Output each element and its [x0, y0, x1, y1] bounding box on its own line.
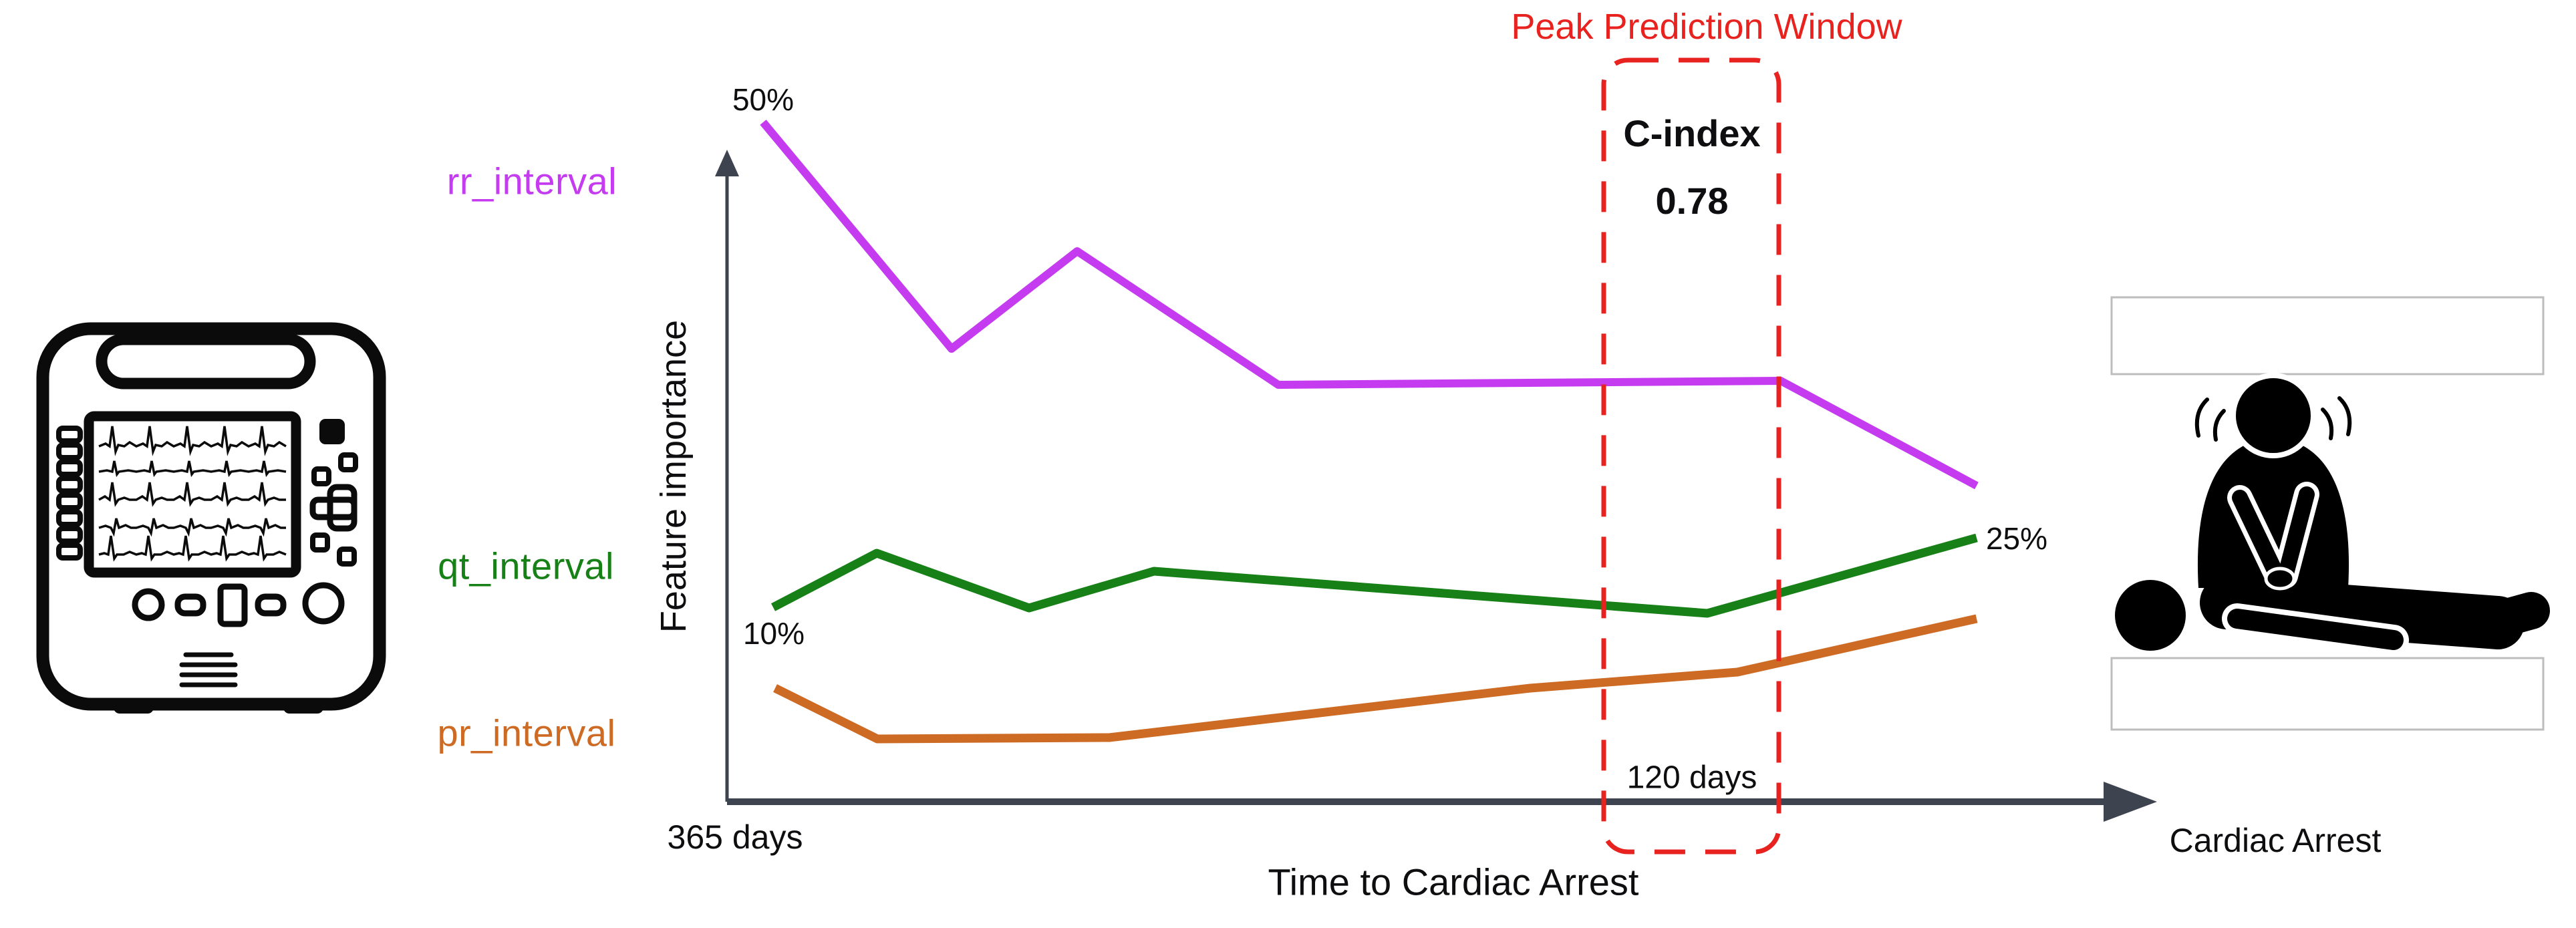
x-axis-title: Time to Cardiac Arrest	[1268, 861, 1639, 903]
x-axis-end-tick: Cardiac Arrest	[2169, 822, 2382, 859]
patient-body	[2200, 576, 2525, 649]
qt-start-value-label: 10%	[742, 616, 805, 651]
y-axis-title: Feature importance	[654, 319, 694, 633]
rescuer-arms	[2277, 486, 2315, 584]
prediction-window-title: Peak Prediction Window	[1511, 7, 1902, 47]
y-axis-arrowhead	[715, 150, 739, 176]
patient-head	[2115, 580, 2186, 651]
series-lines	[760, 120, 1979, 744]
monitor-left-buttons	[56, 426, 83, 561]
window-duration-label: 120 days	[1626, 760, 1757, 796]
pr-interval-label: pr_interval	[437, 712, 616, 754]
rescuer-head	[2231, 373, 2316, 458]
pr-interval-line	[773, 614, 1978, 744]
caption-box-top	[2110, 296, 2545, 375]
c-index-value: 0.78	[1655, 179, 1729, 222]
rr-interval-line	[760, 120, 1979, 490]
monitor-right-buttons	[309, 419, 358, 567]
ecg-trace-lines	[98, 426, 287, 562]
monitor-speaker-grille	[179, 652, 238, 687]
rescuer-body	[2197, 438, 2349, 588]
monitor-bottom-controls	[132, 582, 345, 627]
x-axis-arrowhead	[2104, 782, 2157, 822]
qt-end-value-label: 25%	[1985, 521, 2048, 556]
rr-interval-label: rr_interval	[446, 160, 617, 202]
axes	[715, 150, 2157, 822]
rescuer-hands	[2264, 567, 2296, 591]
qt-interval-line	[770, 533, 1978, 618]
rr-start-value-label: 50%	[732, 82, 795, 117]
prediction-window-box	[1601, 57, 1781, 855]
qt-interval-label: qt_interval	[438, 545, 614, 587]
caption-box-bottom	[2110, 657, 2545, 731]
c-index-label: C-index	[1623, 112, 1761, 154]
patient-arm	[2227, 609, 2404, 650]
x-axis-start-tick: 365 days	[667, 818, 803, 856]
c-index-block: C-index 0.78	[1623, 100, 1760, 235]
cpr-icon	[2115, 373, 2550, 655]
motion-marks	[2194, 396, 2352, 442]
ecg-monitor-icon	[36, 322, 386, 714]
